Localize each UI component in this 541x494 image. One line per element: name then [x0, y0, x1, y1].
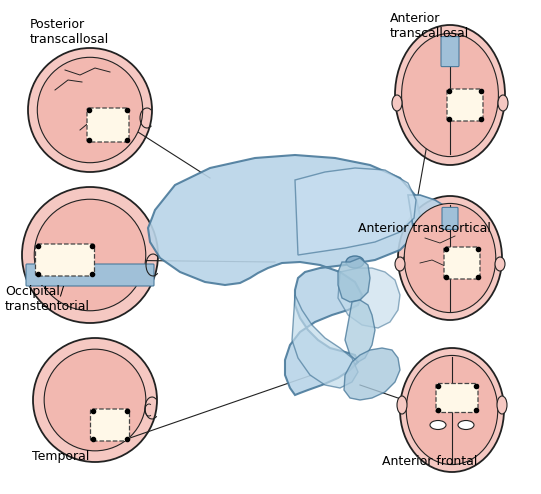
Circle shape	[34, 199, 146, 311]
FancyBboxPatch shape	[442, 207, 458, 229]
Polygon shape	[338, 258, 370, 302]
Ellipse shape	[395, 257, 405, 271]
Polygon shape	[148, 155, 420, 395]
Polygon shape	[292, 295, 358, 388]
FancyBboxPatch shape	[447, 89, 483, 121]
Ellipse shape	[346, 256, 364, 268]
FancyBboxPatch shape	[36, 244, 95, 276]
Ellipse shape	[404, 204, 496, 313]
Ellipse shape	[498, 95, 508, 111]
Ellipse shape	[397, 396, 407, 414]
FancyBboxPatch shape	[436, 383, 478, 412]
FancyBboxPatch shape	[90, 409, 129, 441]
Text: Anterior frontal: Anterior frontal	[382, 455, 477, 468]
Ellipse shape	[400, 348, 504, 472]
Ellipse shape	[401, 34, 498, 157]
FancyBboxPatch shape	[441, 37, 459, 67]
Polygon shape	[344, 348, 400, 400]
Polygon shape	[295, 168, 416, 255]
Polygon shape	[338, 268, 400, 328]
FancyBboxPatch shape	[444, 247, 480, 279]
Text: Temporal: Temporal	[32, 450, 89, 463]
Polygon shape	[408, 195, 460, 262]
FancyBboxPatch shape	[87, 108, 129, 142]
Text: Anterior
transcallosal: Anterior transcallosal	[390, 12, 469, 40]
Circle shape	[28, 48, 152, 172]
Polygon shape	[345, 300, 375, 362]
Circle shape	[37, 57, 143, 163]
Ellipse shape	[392, 95, 402, 111]
Ellipse shape	[497, 396, 507, 414]
Circle shape	[33, 338, 157, 462]
Ellipse shape	[406, 356, 498, 464]
Circle shape	[22, 187, 158, 323]
Ellipse shape	[430, 420, 446, 429]
Ellipse shape	[395, 25, 505, 165]
Ellipse shape	[458, 420, 474, 429]
Circle shape	[44, 349, 146, 451]
Text: Anterior transcortical: Anterior transcortical	[358, 222, 491, 235]
Text: Occipital/
transtentorial: Occipital/ transtentorial	[5, 285, 90, 313]
Ellipse shape	[398, 196, 502, 320]
Ellipse shape	[495, 257, 505, 271]
FancyBboxPatch shape	[26, 264, 154, 286]
Text: Posterior
transcallosal: Posterior transcallosal	[30, 18, 109, 46]
